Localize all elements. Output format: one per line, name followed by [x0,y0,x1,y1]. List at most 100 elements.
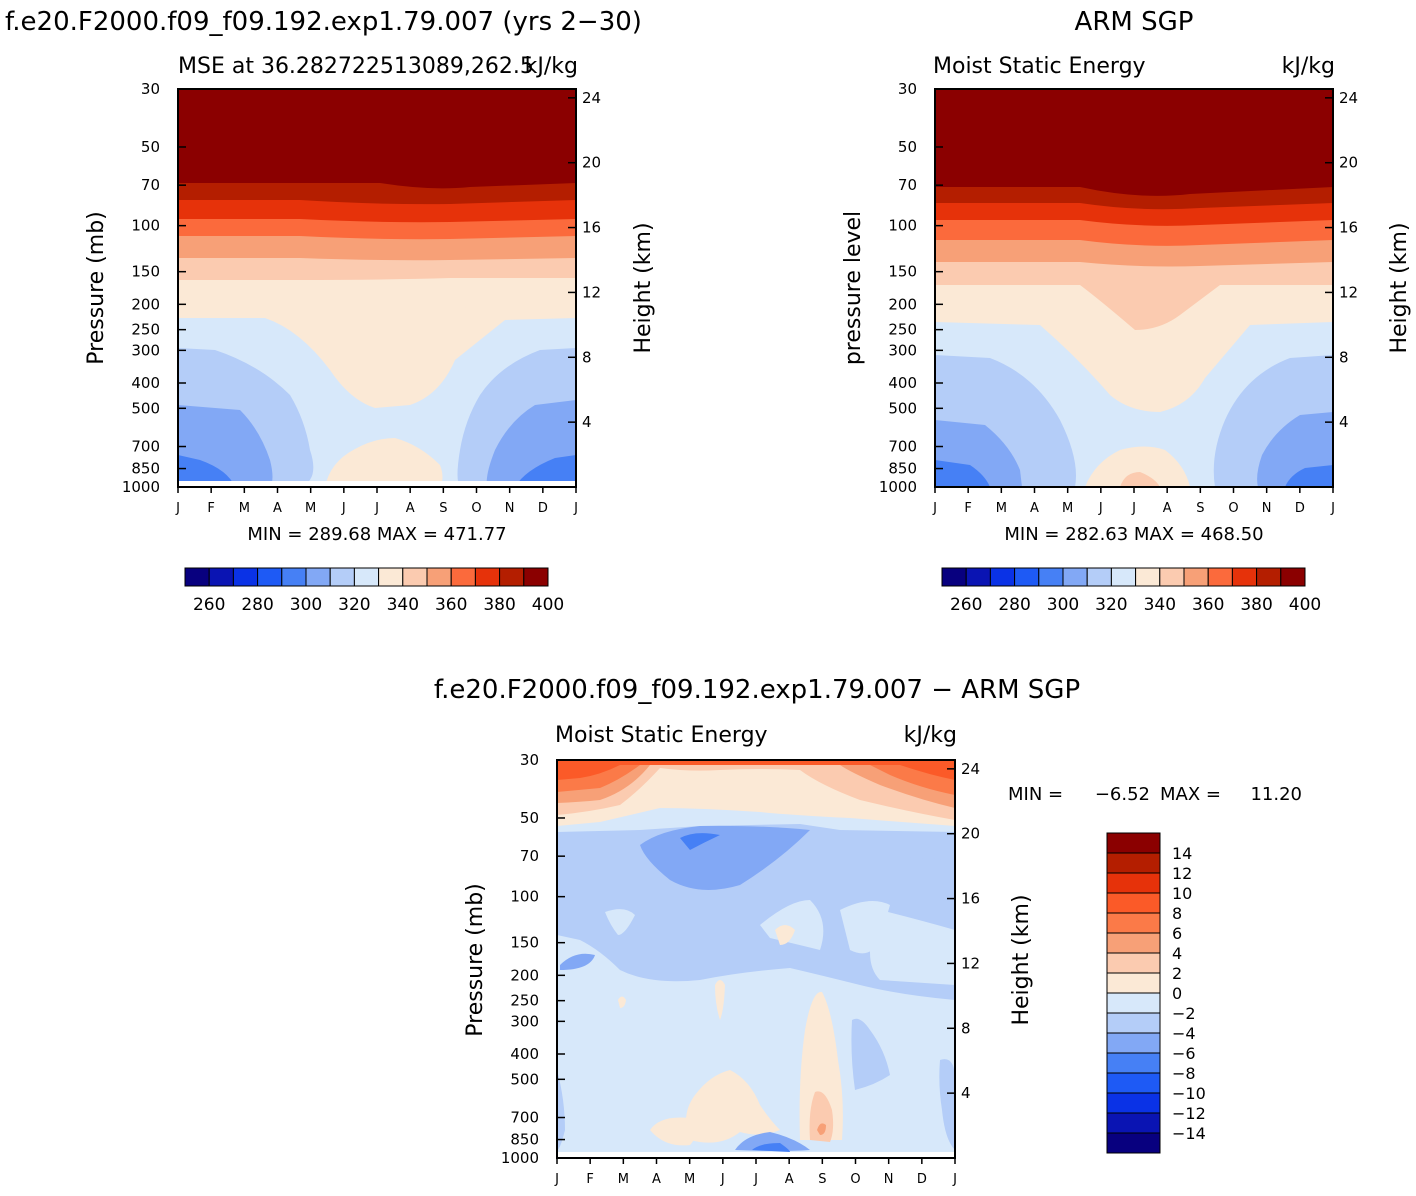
colorbar-label: 280 [998,595,1030,615]
pressure-tick-label: 500 [888,399,917,417]
height-tick-label: 4 [1339,413,1349,431]
colorbar-label: 340 [387,595,419,615]
min-value: −6.52 [1095,784,1150,805]
pressure-tick-label: 1000 [501,1149,539,1167]
month-tick-label: A [1030,501,1039,516]
min-max-label: MIN = 289.68 MAX = 471.77 [247,524,506,545]
pressure-tick-label: 250 [131,321,160,339]
colorbar-swatch [232,567,259,587]
height-tick-label: 12 [582,283,601,301]
height-axis: 24 20 16 12 8 4 [1325,89,1358,431]
colorbar-label: 260 [193,595,225,615]
month-tick-label: J [720,1172,725,1187]
colorbar-swatch [1207,567,1233,587]
pressure-tick-label: 1000 [879,478,917,496]
colorbar-swatch [1106,1112,1161,1134]
pressure-tick-label: 400 [510,1045,539,1063]
colorbar-label: 8 [1172,904,1182,923]
colorbar-swatch [1280,567,1306,587]
month-tick-label: J [932,501,937,516]
pressure-tick-label: 700 [510,1109,539,1127]
month-tick-label: O [1228,501,1238,516]
height-tick-label: 8 [961,1019,971,1037]
colorbar-label: 340 [1144,595,1176,615]
month-tick-label: J [341,501,346,516]
colorbar-swatch [499,567,525,587]
pressure-tick-label: 850 [888,460,917,478]
colorbar-label: 300 [1047,595,1079,615]
colorbar-label: 400 [532,595,564,615]
height-tick-label: 4 [961,1084,971,1102]
colorbar-swatch [378,567,404,587]
height-tick-label: 20 [961,825,980,843]
month-tick-label: A [406,501,415,516]
max-label: MAX = [1160,784,1221,805]
month-tick-label: O [850,1172,860,1187]
month-tick-label: D [538,501,548,516]
colorbar-swatch [1106,1132,1161,1154]
colorbar-swatch [1086,567,1112,587]
colorbar-swatch [1106,1052,1161,1074]
colorbar-swatch [1106,1032,1161,1054]
month-tick-label: J [573,501,578,516]
pressure-tick-label: 200 [888,295,917,313]
colorbar-swatch [1106,952,1161,974]
panel-model: f.e20.F2000.f09_f09.192.exp1.79.007 (yrs… [5,7,656,615]
height-tick-label: 20 [1339,154,1358,172]
pressure-tick-label: 100 [131,217,160,235]
month-tick-label: N [505,501,515,516]
left-axis-label: Pressure (mb) [84,211,109,365]
month-tick-label: A [785,1172,794,1187]
height-axis: 24 20 16 12 8 4 [947,760,980,1102]
month-tick-label: N [1262,501,1272,516]
height-tick-label: 4 [582,413,592,431]
colorbar-swatch [1159,567,1185,587]
right-axis-label: Height (km) [1387,222,1412,353]
colorbar-swatch [941,567,967,587]
colorbar-label: 280 [241,595,273,615]
colorbar-swatch [1106,852,1161,874]
panel-subtitle: Moist Static Energy [555,723,768,748]
month-tick-label: S [1196,501,1204,516]
colorbar-swatch [1231,567,1258,587]
colorbar-label: −4 [1172,1024,1196,1043]
colorbar-label: 380 [483,595,515,615]
colorbar-swatch [523,567,549,587]
pressure-tick-label: 850 [510,1131,539,1149]
colorbar-label: −10 [1172,1084,1206,1103]
colorbar-swatch [1106,932,1161,954]
colorbar-swatch [426,567,452,587]
month-tick-label: O [471,501,481,516]
contour-field [178,89,576,487]
colorbar-swatch [208,567,234,587]
height-tick-label: 8 [1339,348,1349,366]
pressure-tick-label: 700 [131,438,160,456]
month-tick-label: J [1330,501,1335,516]
colorbar-swatch [257,567,283,587]
colorbar-label: 10 [1172,884,1192,903]
max-value: 11.20 [1250,784,1302,805]
colorbar-label: 4 [1172,944,1182,963]
pressure-tick-label: 200 [131,295,160,313]
colorbar: 260 280 300 320 340 360 380 400 [184,567,564,615]
pressure-tick-label: 100 [888,217,917,235]
pressure-tick-label: 50 [520,809,539,827]
pressure-tick-label: 400 [131,374,160,392]
colorbar-swatch [1106,1092,1161,1114]
pressure-tick-label: 100 [510,888,539,906]
colorbar-swatch [1135,567,1161,587]
colorbar: 260 280 300 320 340 360 380 400 [941,567,1321,615]
height-axis: 24 20 16 12 8 4 [568,89,601,431]
height-tick-label: 24 [1339,89,1358,107]
colorbar-swatch [1183,567,1209,587]
units-label: kJ/kg [525,54,578,79]
colorbar-swatch [450,567,476,587]
colorbar-label: −6 [1172,1044,1196,1063]
colorbar-label: 360 [435,595,467,615]
colorbar-label: 300 [290,595,322,615]
colorbar-swatch [1110,567,1137,587]
month-tick-label: M [618,1172,629,1187]
